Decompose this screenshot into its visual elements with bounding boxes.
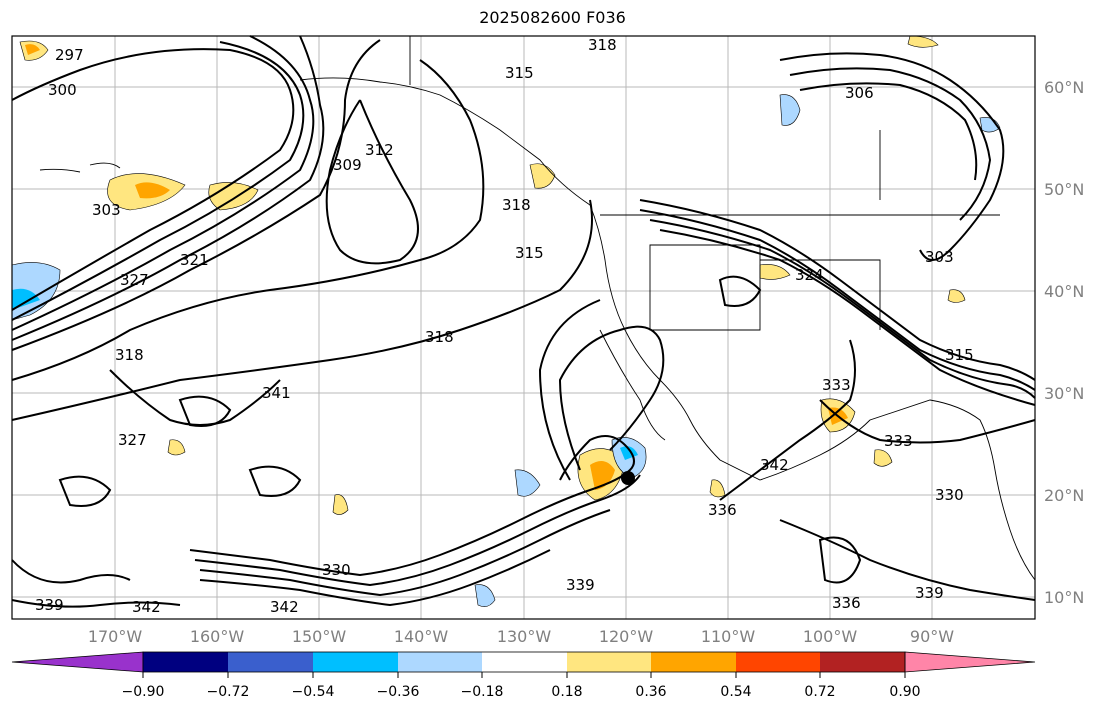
- lat-label: 10°N: [1044, 588, 1084, 607]
- contour-label: 315: [515, 244, 544, 262]
- contour-label-group: 297 300 303 303 306 309 312 315 315 315 …: [35, 36, 974, 616]
- colorbar-segment: [228, 652, 313, 672]
- contour-label: 303: [92, 201, 121, 219]
- contour-lines: [11, 35, 1036, 608]
- colorbar-tick-label: −0.72: [207, 684, 250, 700]
- contour-label: 312: [365, 141, 394, 159]
- contour-label: 327: [120, 271, 149, 289]
- contour-label: 342: [760, 456, 789, 474]
- shaded-field: [11, 35, 1001, 607]
- lon-label: 130°W: [497, 627, 552, 646]
- contour-label: 327: [118, 431, 147, 449]
- contour-label: 318: [588, 36, 617, 54]
- colorbar-tick-label: 0.18: [551, 684, 582, 700]
- colorbar: −0.90 −0.72 −0.54 −0.36 −0.18 0.18 0.36 …: [11, 651, 1036, 700]
- colorbar-segment: [651, 652, 736, 672]
- longitude-labels: 170°W 160°W 150°W 140°W 130°W 120°W 110°…: [88, 627, 954, 646]
- contour-label: 315: [505, 64, 534, 82]
- lon-label: 140°W: [394, 627, 449, 646]
- latitude-labels: 60°N 50°N 40°N 30°N 20°N 10°N: [1044, 78, 1084, 607]
- contour-label: 339: [566, 576, 595, 594]
- lat-label: 30°N: [1044, 384, 1084, 403]
- lon-label: 100°W: [803, 627, 858, 646]
- contour-label: 324: [795, 266, 824, 284]
- colorbar-tick-label: −0.18: [461, 684, 504, 700]
- contour-label: 339: [915, 584, 944, 602]
- lat-label: 40°N: [1044, 282, 1084, 301]
- colorbar-tick-label: 0.90: [889, 684, 920, 700]
- colorbar-tick-label: −0.36: [377, 684, 420, 700]
- contour-label: 318: [115, 346, 144, 364]
- lat-label: 20°N: [1044, 486, 1084, 505]
- lon-label: 150°W: [292, 627, 347, 646]
- storm-center-icon: [621, 471, 635, 485]
- colorbar-tick-label: 0.54: [720, 684, 751, 700]
- colorbar-segment: [567, 652, 651, 672]
- contour-label: 300: [48, 81, 77, 99]
- colorbar-tick-label: 0.36: [635, 684, 666, 700]
- colorbar-tick-label: −0.90: [122, 684, 165, 700]
- lon-label: 160°W: [190, 627, 245, 646]
- contour-label: 321: [180, 251, 209, 269]
- lat-label: 50°N: [1044, 180, 1084, 199]
- contour-label: 341: [262, 384, 291, 402]
- colorbar-extend-low: [11, 651, 144, 673]
- lat-label: 60°N: [1044, 78, 1084, 97]
- contour-label: 309: [333, 156, 362, 174]
- contour-label: 342: [270, 598, 299, 616]
- contour-label: 333: [822, 376, 851, 394]
- colorbar-segment: [820, 652, 905, 672]
- contour-label: 330: [935, 486, 964, 504]
- map-border: [11, 35, 1036, 620]
- lon-label: 120°W: [599, 627, 654, 646]
- colorbar-segment: [398, 652, 482, 672]
- contour-label: 339: [35, 596, 64, 614]
- contour-label: 318: [502, 196, 531, 214]
- contour-label: 306: [845, 84, 874, 102]
- contour-label: 342: [132, 598, 161, 616]
- lon-label: 90°W: [910, 627, 954, 646]
- colorbar-segment: [482, 652, 567, 672]
- colorbar-segment: [736, 652, 820, 672]
- contour-label: 303: [925, 248, 954, 266]
- colorbar-segment: [313, 652, 398, 672]
- colorbar-tick-label: 0.72: [804, 684, 835, 700]
- lon-label: 110°W: [701, 627, 756, 646]
- contour-label: 330: [322, 561, 351, 579]
- colorbar-extend-high: [904, 651, 1036, 673]
- contour-label: 318: [425, 328, 454, 346]
- contour-label: 333: [884, 432, 913, 450]
- graticule: [12, 36, 1035, 619]
- contour-label: 297: [55, 46, 84, 64]
- colorbar-segment: [143, 652, 228, 672]
- lon-label: 170°W: [88, 627, 143, 646]
- contour-label: 315: [945, 346, 974, 364]
- contour-label: 336: [832, 594, 861, 612]
- colorbar-tick-label: −0.54: [292, 684, 335, 700]
- contour-label: 336: [708, 501, 737, 519]
- map-title: 2025082600 F036: [479, 8, 626, 27]
